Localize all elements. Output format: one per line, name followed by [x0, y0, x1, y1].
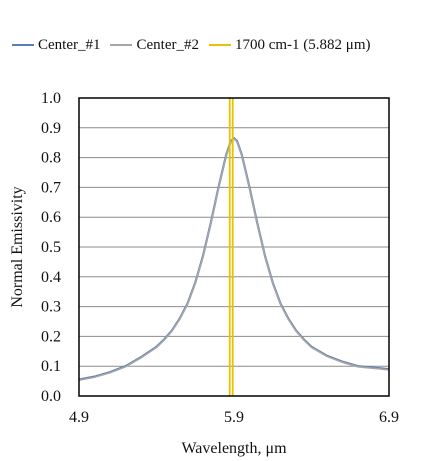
- y-tick-label: 0.5: [41, 239, 61, 256]
- y-tick-label: 1.0: [41, 90, 61, 107]
- y-tick-label: 0.6: [41, 209, 61, 226]
- y-tick-label: 0.4: [41, 269, 61, 286]
- legend-item-reference-line: 1700 cm-1 (5.882 μm): [208, 36, 371, 54]
- x-tick-label: 4.9: [69, 409, 89, 426]
- x-axis-label: Wavelength, μm: [181, 440, 287, 457]
- x-tick-label: 6.9: [379, 409, 399, 426]
- series-layer: [78, 98, 390, 396]
- y-tick-label: 0.9: [41, 120, 61, 137]
- plot-frame: [78, 97, 390, 397]
- legend: Center_#1 Center_#2 1700 cm-1 (5.882 μm): [12, 35, 381, 55]
- y-tick-label: 0.7: [41, 179, 61, 196]
- legend-label-center-1: Center_#1: [38, 36, 101, 53]
- y-tick-label: 0.8: [41, 150, 61, 167]
- grid-lines: [79, 97, 389, 397]
- y-tick-label: 0.3: [41, 299, 61, 316]
- legend-swatch-reference-line: [208, 44, 231, 46]
- x-tick-label: 5.9: [224, 409, 244, 426]
- legend-item-center-1: Center_#1: [12, 37, 100, 54]
- series-line-center-1: [78, 137, 390, 381]
- legend-label-center-2: Center_#2: [136, 36, 199, 53]
- y-tick-label: 0.0: [41, 388, 61, 405]
- legend-swatch-center-1: [12, 44, 34, 46]
- legend-label-reference-line: 1700 cm-1 (5.882 μm): [234, 36, 371, 53]
- y-tick-label: 0.1: [41, 358, 61, 375]
- legend-swatch-center-2: [110, 44, 133, 46]
- series-line-center-2: [78, 138, 390, 381]
- legend-item-center-2: Center_#2: [110, 36, 199, 54]
- y-axis-label: Normal Emissivity: [9, 186, 26, 307]
- tick-labels: 0.0 0.1 0.2 0.3 0.4 0.5 0.6 0.7 0.8 0.9 1.0 4.9 5.9 6…: [41, 90, 399, 426]
- y-tick-label: 0.2: [41, 328, 61, 345]
